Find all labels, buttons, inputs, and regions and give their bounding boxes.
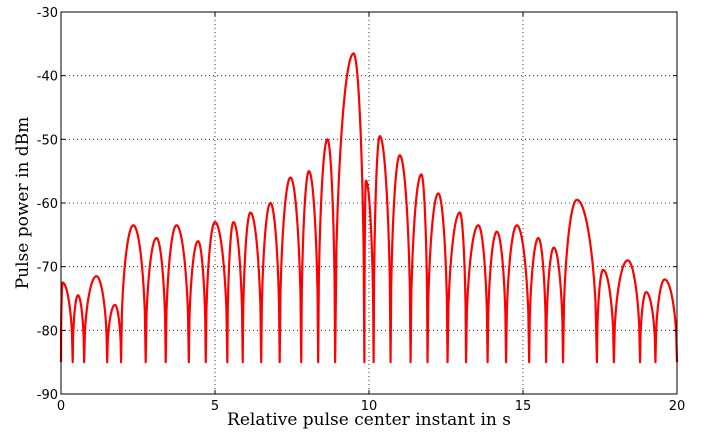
x-tick-label: 0 bbox=[57, 399, 65, 414]
x-tick-label: 15 bbox=[515, 399, 532, 414]
y-axis-label: Pulse power in dBm bbox=[13, 117, 33, 290]
series-line bbox=[59, 52, 679, 364]
y-tick-label: -80 bbox=[37, 324, 58, 339]
y-tick-label: -40 bbox=[37, 70, 58, 85]
x-axis-label: Relative pulse center instant in s bbox=[227, 410, 511, 430]
axis-ticks: 0 5 10 15 20 -90 -80 -70 -60 -50 -40 -30 bbox=[37, 6, 686, 414]
x-tick-label: 20 bbox=[669, 399, 686, 414]
y-tick-label: -50 bbox=[37, 133, 58, 148]
y-tick-label: -60 bbox=[37, 197, 58, 212]
x-tick-label: 5 bbox=[211, 399, 219, 414]
plot-area bbox=[59, 52, 679, 364]
x-tick-label: 10 bbox=[361, 399, 378, 414]
y-tick-label: -70 bbox=[37, 261, 58, 276]
y-tick-label: -30 bbox=[37, 6, 58, 21]
y-tick-label: -90 bbox=[37, 388, 58, 403]
